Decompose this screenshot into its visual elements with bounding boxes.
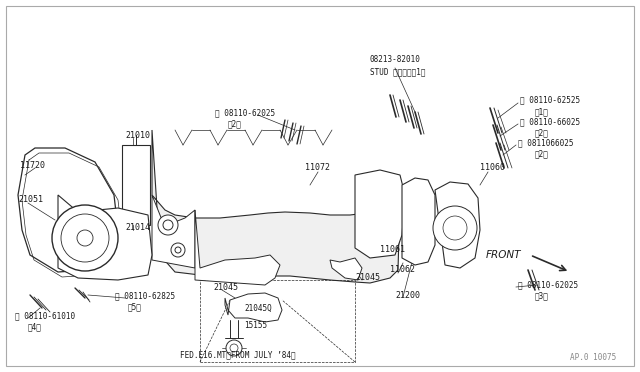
Text: （1）: （1） [535, 108, 549, 116]
Text: 11072: 11072 [305, 164, 330, 173]
Text: 21051: 21051 [18, 196, 43, 205]
Text: （4）: （4） [28, 323, 42, 331]
Polygon shape [330, 258, 362, 280]
Text: STUD スタッド（1）: STUD スタッド（1） [370, 67, 426, 77]
Circle shape [158, 215, 178, 235]
Circle shape [230, 344, 238, 352]
Circle shape [77, 230, 93, 246]
Circle shape [226, 340, 242, 356]
Polygon shape [225, 293, 282, 322]
Text: （2）: （2） [535, 128, 549, 138]
Circle shape [61, 214, 109, 262]
Polygon shape [152, 195, 195, 268]
Polygon shape [435, 182, 480, 268]
Text: Ⓑ 08110-66025: Ⓑ 08110-66025 [520, 118, 580, 126]
Polygon shape [355, 170, 405, 258]
Text: Ⓑ 08110-62825: Ⓑ 08110-62825 [115, 292, 175, 301]
Text: FED.E16.MT（FROM JULY ’84）: FED.E16.MT（FROM JULY ’84） [180, 350, 296, 359]
Text: 11720: 11720 [20, 160, 45, 170]
Text: 15155: 15155 [244, 321, 267, 330]
Polygon shape [18, 148, 118, 272]
Circle shape [443, 216, 467, 240]
Polygon shape [195, 210, 280, 285]
Text: 21045: 21045 [355, 273, 380, 282]
Bar [200, 280, 355, 362]
Text: 21010: 21010 [125, 131, 150, 140]
Text: Ⓑ 08110-61010: Ⓑ 08110-61010 [15, 311, 75, 321]
Text: Ⓑ 0811066025: Ⓑ 0811066025 [518, 138, 573, 148]
Circle shape [175, 247, 181, 253]
Text: 21045: 21045 [213, 283, 238, 292]
Text: AP.0 10075: AP.0 10075 [570, 353, 616, 362]
Text: 21014: 21014 [125, 224, 150, 232]
Circle shape [433, 206, 477, 250]
Text: 08213-82010: 08213-82010 [370, 55, 421, 64]
Text: （2）: （2） [228, 119, 242, 128]
Text: （3）: （3） [535, 292, 549, 301]
Bar [122, 145, 150, 225]
Circle shape [163, 220, 173, 230]
Text: 21200: 21200 [395, 291, 420, 299]
Text: FRONT: FRONT [486, 250, 522, 260]
Text: 11062: 11062 [390, 266, 415, 275]
Circle shape [171, 243, 185, 257]
Text: Ⓑ 08110-62025: Ⓑ 08110-62025 [215, 109, 275, 118]
Text: 11060: 11060 [480, 164, 505, 173]
Circle shape [52, 205, 118, 271]
Polygon shape [152, 130, 400, 283]
Polygon shape [58, 195, 152, 280]
Text: （5）: （5） [128, 302, 142, 311]
Text: 21045Q: 21045Q [244, 304, 272, 312]
Polygon shape [402, 178, 435, 265]
Text: 11061: 11061 [380, 246, 405, 254]
Text: （2）: （2） [535, 150, 549, 158]
Text: Ⓑ 08110-62025: Ⓑ 08110-62025 [518, 280, 578, 289]
Text: Ⓑ 08110-62525: Ⓑ 08110-62525 [520, 96, 580, 105]
